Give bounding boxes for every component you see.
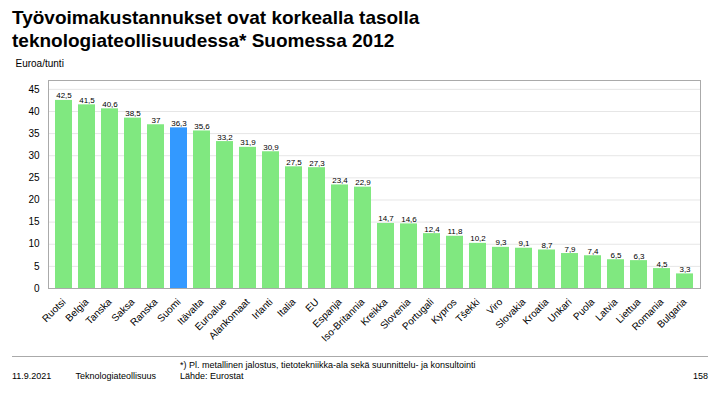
svg-text:25: 25: [28, 172, 40, 183]
svg-text:37: 37: [152, 116, 161, 125]
svg-text:Suomi: Suomi: [154, 296, 183, 325]
html-text:Teknologiateollisuus: Teknologiateollisuus: [75, 371, 156, 381]
svg-text:Portugali: Portugali: [400, 296, 436, 332]
svg-text:Italia: Italia: [275, 296, 298, 319]
svg-text:Bulgaria: Bulgaria: [655, 296, 689, 330]
svg-text:Kypros: Kypros: [429, 296, 459, 326]
svg-text:27,5: 27,5: [286, 158, 302, 167]
svg-text:0: 0: [34, 283, 40, 294]
svg-text:4,5: 4,5: [656, 260, 668, 269]
svg-text:35,6: 35,6: [194, 122, 210, 131]
svg-text:40,6: 40,6: [102, 100, 118, 109]
svg-text:38,5: 38,5: [125, 109, 141, 118]
svg-text:EU: EU: [303, 296, 321, 314]
svg-text:20: 20: [28, 194, 40, 205]
svg-text:Ranska: Ranska: [128, 296, 160, 328]
svg-text:35: 35: [28, 128, 40, 139]
svg-text:Liettua: Liettua: [613, 296, 643, 326]
svg-text:23,4: 23,4: [332, 176, 348, 185]
svg-text:27,3: 27,3: [309, 159, 325, 168]
svg-text:9,3: 9,3: [495, 238, 507, 247]
svg-text:40: 40: [28, 106, 40, 117]
svg-text:Belgia: Belgia: [63, 296, 91, 324]
svg-text:7,4: 7,4: [587, 247, 599, 256]
svg-text:Kroatia: Kroatia: [520, 296, 550, 326]
svg-text:Iso-Britannia: Iso-Britannia: [319, 296, 367, 344]
html-text:*) Pl. metallinen jalostus, ti: *) Pl. metallinen jalostus, tietotekniik…: [179, 360, 476, 381]
html-text:158: 158: [693, 371, 708, 381]
svg-text:Euroa/tunti: Euroa/tunti: [16, 58, 64, 69]
svg-text:30: 30: [28, 150, 40, 161]
svg-text:Puola: Puola: [571, 296, 597, 322]
svg-text:9,1: 9,1: [518, 239, 530, 248]
svg-text:14,6: 14,6: [401, 215, 417, 224]
svg-text:Espanja: Espanja: [310, 296, 344, 330]
svg-text:45: 45: [28, 84, 40, 95]
svg-text:14,7: 14,7: [378, 214, 394, 223]
svg-text:42,5: 42,5: [56, 91, 72, 100]
svg-text:41,5: 41,5: [79, 96, 95, 105]
svg-text:Latvia: Latvia: [593, 296, 620, 323]
svg-text:12,4: 12,4: [424, 225, 440, 234]
svg-text:Tšekki: Tšekki: [453, 296, 481, 324]
html-text:11.9.2021: 11.9.2021: [12, 371, 52, 381]
svg-text:10: 10: [28, 238, 40, 249]
svg-text:36,3: 36,3: [171, 119, 187, 128]
svg-text:Ruotsi: Ruotsi: [40, 296, 68, 324]
svg-text:Irlanti: Irlanti: [250, 296, 275, 321]
svg-text:Tanska: Tanska: [83, 296, 113, 326]
svg-text:8,7: 8,7: [541, 241, 553, 250]
html-text:Työvoimakustannukset ovat kork: Työvoimakustannukset ovat korkealla taso…: [12, 7, 420, 51]
svg-text:Slovenia: Slovenia: [377, 296, 413, 332]
svg-text:11,8: 11,8: [448, 227, 464, 236]
svg-text:7,9: 7,9: [564, 245, 576, 254]
svg-text:Romania: Romania: [629, 296, 666, 333]
svg-text:Unkari: Unkari: [545, 296, 573, 324]
svg-text:Itävalta: Itävalta: [175, 296, 206, 327]
svg-text:22,9: 22,9: [355, 178, 371, 187]
svg-text:15: 15: [28, 216, 40, 227]
svg-text:Alankomaat: Alankomaat: [207, 296, 252, 341]
svg-text:Viro: Viro: [484, 296, 505, 317]
svg-text:10,2: 10,2: [470, 234, 486, 243]
svg-text:30,9: 30,9: [263, 143, 279, 152]
svg-text:Slovakia: Slovakia: [493, 296, 528, 331]
svg-text:5: 5: [34, 261, 40, 272]
svg-text:Euroalue: Euroalue: [192, 296, 229, 333]
svg-text:Kreikka: Kreikka: [358, 296, 390, 328]
svg-text:Saksa: Saksa: [109, 296, 137, 324]
svg-text:3,3: 3,3: [679, 265, 691, 274]
svg-text:6,5: 6,5: [610, 251, 622, 260]
svg-text:31,9: 31,9: [240, 138, 256, 147]
svg-text:33,2: 33,2: [217, 133, 233, 142]
svg-text:6,3: 6,3: [633, 252, 645, 261]
